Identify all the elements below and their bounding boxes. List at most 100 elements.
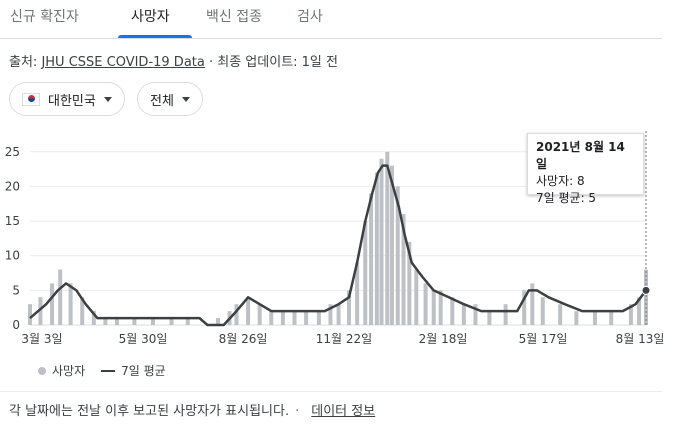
y-tick-label: 15: [5, 214, 20, 228]
footer-text: 각 날짜에는 전날 이후 보고된 사망자가 표시됩니다.: [9, 404, 290, 419]
y-tick-label: 0: [12, 318, 20, 332]
bar: [347, 290, 352, 325]
y-tick-label: 10: [5, 249, 20, 263]
tab-vaccination[interactable]: 백신 접종: [206, 9, 262, 25]
active-tab-indicator: [118, 35, 192, 38]
hover-point: [641, 285, 651, 295]
bar: [423, 283, 428, 325]
country-label: 대한민국: [48, 93, 96, 109]
data-info-link[interactable]: 데이터 정보: [311, 404, 376, 419]
bar: [503, 304, 508, 325]
bar: [628, 304, 633, 325]
bar: [592, 311, 597, 325]
bar: [438, 290, 443, 325]
bar: [103, 318, 108, 325]
tooltip-average: 7일 평균: 5: [536, 191, 597, 205]
bar: [385, 151, 390, 325]
tooltip-deaths: 사망자: 8: [536, 174, 585, 188]
bar: [169, 318, 174, 325]
bar: [38, 297, 43, 325]
bar: [304, 311, 309, 325]
tab-bar: 신규 확진자 사망자 백신 접종 검사: [0, 0, 662, 39]
bar: [522, 290, 527, 325]
legend-line-label: 7일 평균: [121, 364, 166, 378]
bar: [414, 269, 419, 325]
bar: [115, 318, 120, 325]
bar: [132, 318, 137, 325]
bar: [58, 269, 63, 325]
bar: [461, 304, 466, 325]
bar: [369, 193, 374, 325]
series-line-7day-avg: [29, 164, 647, 327]
bar: [257, 304, 262, 325]
bar: [401, 214, 406, 325]
range-label: 전체: [150, 93, 174, 109]
bar: [379, 158, 384, 325]
legend-bar-swatch: [38, 366, 46, 375]
chevron-down-icon: [103, 96, 112, 102]
bar: [246, 297, 251, 325]
source-link[interactable]: JHU CSSE COVID-19 Data: [41, 55, 205, 70]
bar: [644, 269, 648, 325]
bar: [431, 290, 436, 325]
chevron-down-icon: [181, 96, 190, 102]
bar: [487, 311, 492, 325]
bar: [28, 304, 32, 325]
legend-line-swatch: [101, 369, 116, 372]
bar: [234, 304, 239, 325]
x-tick-label: 8월 26일: [219, 332, 268, 346]
tab-new-cases[interactable]: 신규 확진자: [10, 9, 79, 25]
bar: [355, 262, 360, 325]
x-tick-label: 3월 3일: [21, 332, 62, 346]
x-tick-label: 2월 18일: [419, 332, 468, 346]
korea-flag-icon: [22, 92, 40, 106]
bar: [150, 318, 155, 325]
bar: [280, 311, 285, 325]
bar: [269, 311, 274, 325]
bar: [407, 241, 412, 325]
x-tick-label: 8월 13일: [616, 332, 665, 346]
y-tick-label: 25: [5, 145, 20, 159]
chart-tooltip: 2021년 8월 14일 사망자: 8 7일 평균: 5: [527, 133, 644, 205]
x-tick-label: 5월 30일: [119, 332, 168, 346]
bar: [473, 304, 478, 325]
bar: [574, 311, 579, 325]
bar: [336, 304, 341, 325]
bar: [395, 186, 400, 325]
y-tick-label: 5: [12, 283, 20, 297]
bar: [292, 311, 297, 325]
chart-legend: 사망자 7일 평균: [38, 362, 166, 379]
deaths-chart[interactable]: 0 5 10 15 20 25 3월 3일 5월 30일 8월 26일 11월 22일 2월 18일…: [0, 125, 684, 350]
legend-bars-label: 사망자: [52, 364, 86, 378]
tooltip-date: 2021년 8월 14일: [536, 140, 625, 171]
bar: [185, 318, 190, 325]
footer-note: 각 날짜에는 전날 이후 보고된 사망자가 표시됩니다. · 데이터 정보: [9, 400, 375, 419]
bar: [80, 297, 85, 325]
bar: [215, 318, 220, 325]
divider: [0, 391, 662, 392]
country-dropdown[interactable]: 대한민국: [9, 82, 125, 116]
bar: [328, 304, 333, 325]
footer-separator: ·: [295, 404, 300, 419]
bar: [91, 311, 96, 325]
bar: [558, 304, 563, 325]
source-line: 출처: JHU CSSE COVID-19 Data · 최종 업데이트: 1일…: [9, 51, 338, 70]
bar: [50, 283, 55, 325]
x-tick-label: 5월 17일: [519, 332, 568, 346]
source-updated: · 최종 업데이트: 1일 전: [204, 55, 338, 70]
bar: [316, 311, 321, 325]
range-dropdown[interactable]: 전체: [137, 82, 203, 116]
bar: [609, 311, 614, 325]
bar: [540, 297, 545, 325]
y-tick-label: 20: [5, 179, 20, 193]
bar: [530, 283, 535, 325]
tab-deaths[interactable]: 사망자: [131, 9, 170, 25]
bar: [374, 172, 379, 325]
bar: [637, 297, 642, 325]
tab-tests[interactable]: 검사: [297, 9, 323, 25]
x-tick-label: 11월 22일: [316, 332, 372, 346]
bar: [389, 165, 394, 325]
source-prefix: 출처:: [9, 55, 42, 70]
bar: [68, 283, 73, 325]
bar: [363, 221, 368, 325]
